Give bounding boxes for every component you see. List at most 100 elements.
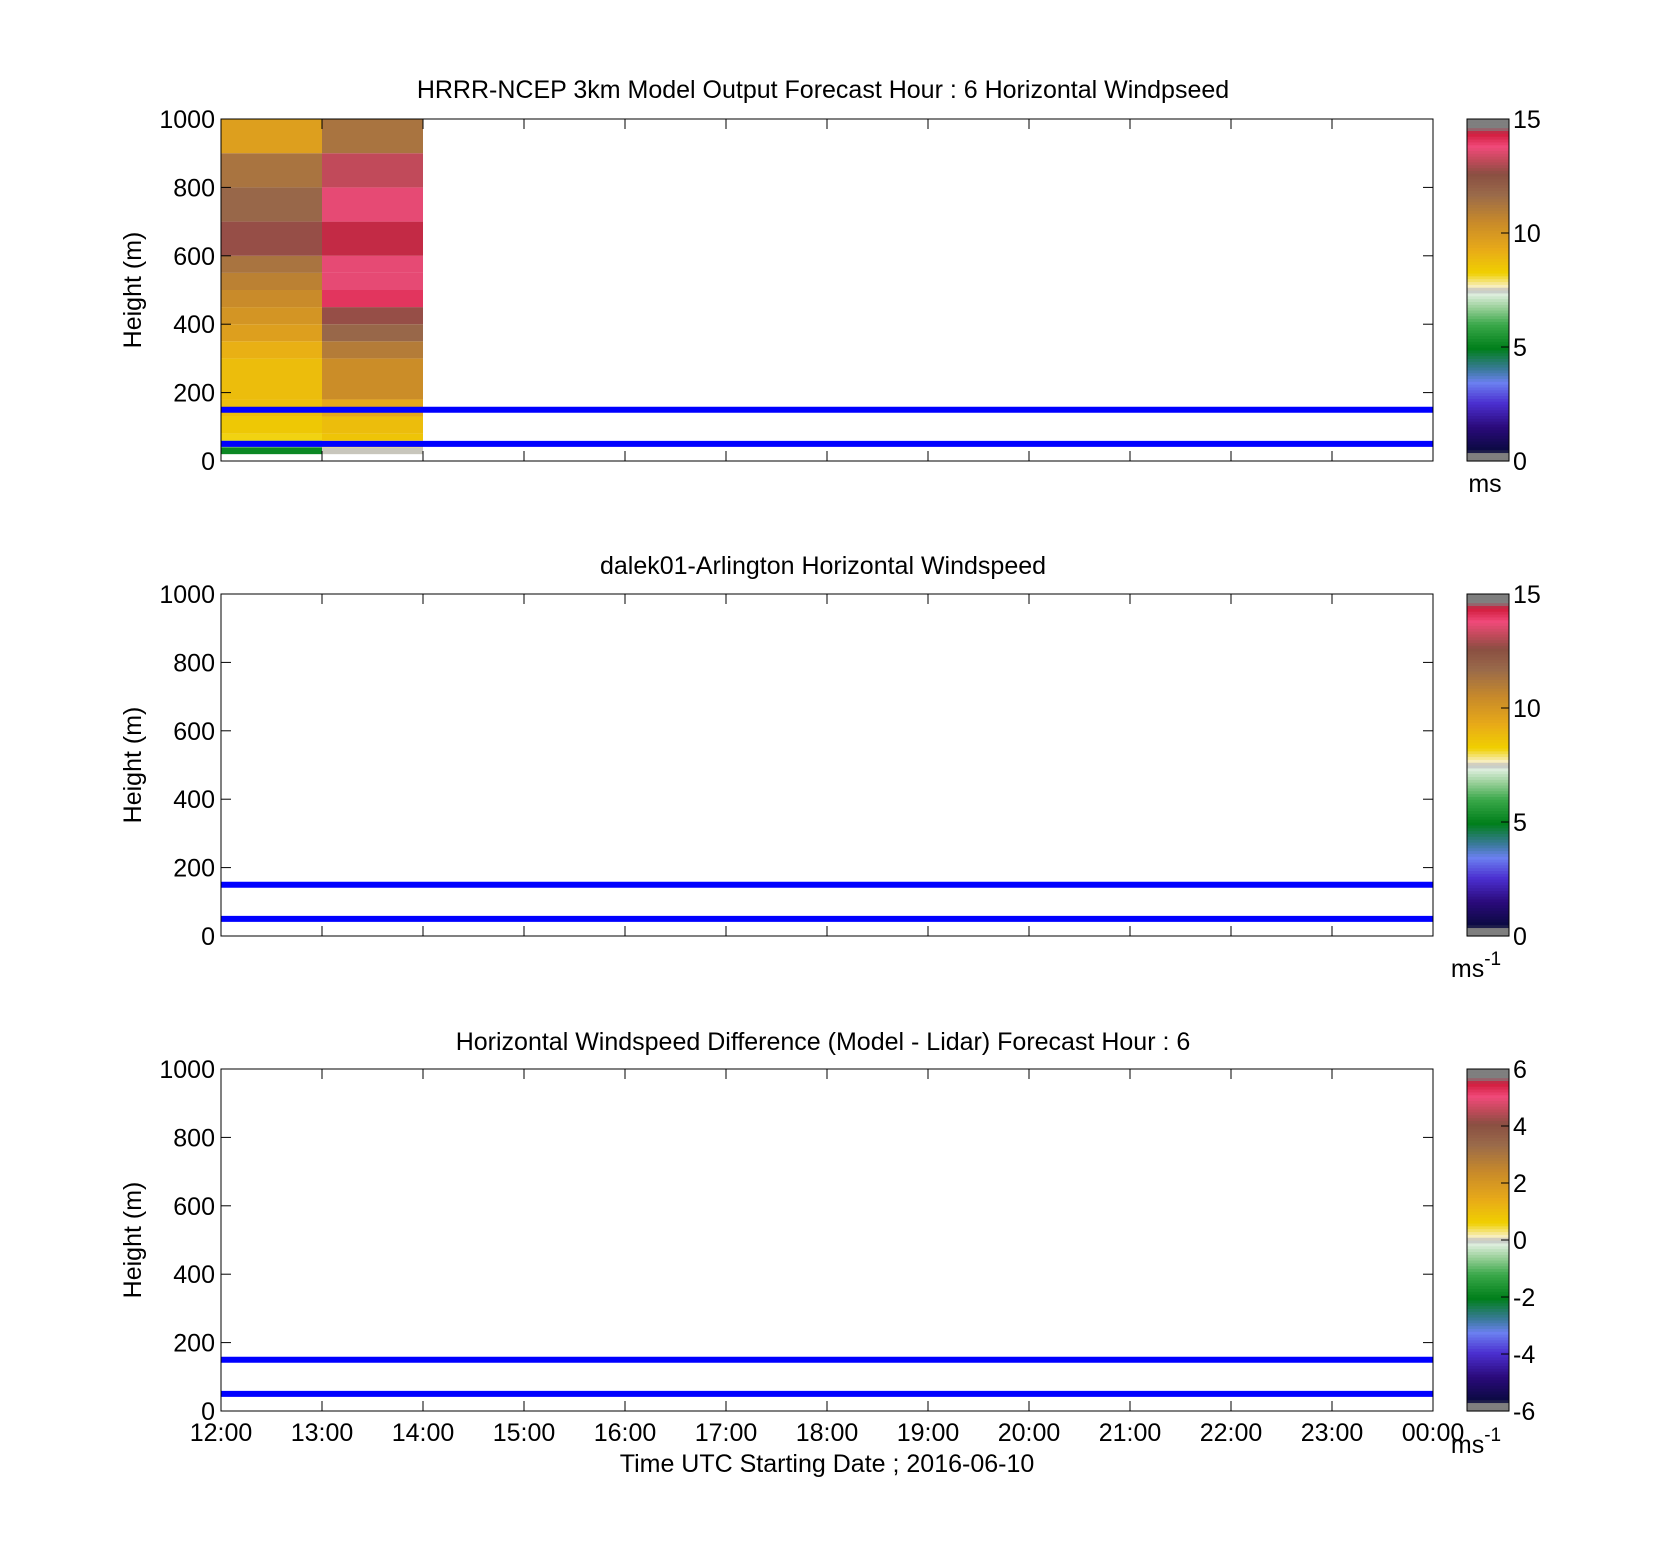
colorbar-swatch [1467,762,1509,766]
colorbar-swatch [1467,1288,1509,1292]
x-tick-label: 21:00 [1099,1419,1162,1447]
heatmap-cell [221,433,322,441]
colorbar-swatch [1467,913,1509,917]
colorbar-swatch [1467,352,1509,357]
figure-xlabel: Time UTC Starting Date ; 2016-06-10 [620,1450,1035,1478]
colorbar-swatch [1467,1251,1509,1255]
heatmap-cell [322,119,423,154]
colorbar-swatch [1467,1368,1509,1372]
panel-difference-colorbar-unit-base: ms [1451,1431,1484,1459]
colorbar-swatch [1467,432,1509,436]
y-tick-label: 600 [173,718,215,746]
colorbar-swatch [1467,1214,1509,1218]
colorbar-swatch [1467,1311,1509,1315]
colorbar-swatch [1467,366,1509,371]
colorbar-swatch [1467,787,1509,792]
colorbar-swatch [1467,255,1509,260]
colorbar-swatch [1467,344,1509,348]
colorbar-swatch [1467,235,1509,240]
heatmap-cell [322,221,423,256]
colorbar-swatch [1467,605,1509,609]
colorbar-tick-label: -4 [1513,1341,1535,1369]
colorbar-swatch [1467,907,1509,911]
colorbar-swatch [1467,856,1509,860]
colorbar-swatch [1467,1088,1509,1093]
heatmap-cell [221,255,322,273]
colorbar-swatch [1467,867,1509,872]
colorbar-swatch [1467,173,1509,177]
colorbar-swatch [1467,144,1509,149]
colorbar-swatch [1467,1157,1509,1161]
colorbar-swatch [1467,702,1509,706]
colorbar-swatch [1467,887,1509,891]
colorbar-swatch [1467,699,1509,703]
heatmap-cell [221,119,322,154]
colorbar-swatch [1467,1331,1509,1335]
colorbar-swatch [1467,776,1509,780]
colorbar-swatch [1467,127,1509,131]
panel-model: HRRR-NCEP 3km Model Output Forecast Hour… [119,76,1541,498]
colorbar-swatch [1467,782,1509,786]
colorbar-swatch [1467,324,1509,328]
colorbar-swatch [1467,1248,1509,1252]
colorbar-swatch [1467,187,1509,191]
colorbar-swatch [1467,870,1509,874]
colorbar-swatch [1467,281,1509,285]
colorbar-swatch [1467,1271,1509,1275]
colorbar-swatch [1467,1285,1509,1290]
colorbar-swatch [1467,659,1509,663]
colorbar-tick-label: 5 [1513,809,1527,837]
heatmap-cell [221,324,322,342]
colorbar-swatch [1467,215,1509,220]
x-tick-label: 18:00 [796,1419,859,1447]
heatmap-cell [322,324,423,342]
colorbar-swatch [1467,158,1509,163]
colorbar-swatch [1467,1245,1509,1250]
colorbar-swatch [1467,178,1509,183]
colorbar-swatch [1467,1202,1509,1207]
colorbar-swatch [1467,136,1509,140]
y-tick-label: 200 [173,380,215,408]
colorbar-swatch [1467,1174,1509,1178]
colorbar-swatch [1467,1334,1509,1338]
x-tick-label: 15:00 [493,1419,556,1447]
colorbar-tick-label: 15 [1513,106,1541,134]
y-tick-label: 0 [201,1398,215,1426]
colorbar-swatch [1467,1391,1509,1395]
colorbar-tick-label: 10 [1513,695,1541,723]
colorbar-swatch [1467,1342,1509,1347]
colorbar-tick-label: 2 [1513,1170,1527,1198]
colorbar-swatch [1467,1208,1509,1213]
colorbar-swatch [1467,429,1509,434]
colorbar-swatch [1467,918,1509,923]
x-tick-label: 13:00 [291,1419,354,1447]
colorbar-swatch [1467,1302,1509,1307]
colorbar-swatch [1467,750,1509,755]
y-tick-label: 200 [173,1330,215,1358]
colorbar-swatch [1467,790,1509,795]
x-tick-label: 22:00 [1200,1419,1263,1447]
colorbar-swatch [1467,793,1509,797]
colorbar-swatch [1467,1197,1509,1201]
colorbar-swatch [1467,816,1509,820]
colorbar-swatch [1467,1371,1509,1375]
colorbar-swatch [1467,1242,1509,1247]
colorbar-swatch [1467,1120,1509,1124]
colorbar-swatch [1467,690,1509,695]
colorbar-swatch [1467,184,1509,188]
colorbar-swatch [1467,648,1509,652]
colorbar-swatch [1467,596,1509,601]
colorbar-swatch [1467,170,1509,174]
colorbar-swatch [1467,233,1509,237]
colorbar-swatch [1467,244,1509,248]
colorbar-swatch [1467,930,1509,934]
panel-model-ylabel: Height (m) [119,232,147,349]
colorbar-swatch [1467,1291,1509,1295]
colorbar-swatch [1467,455,1509,459]
colorbar-swatch [1467,272,1509,277]
colorbar-swatch [1467,904,1509,909]
colorbar-swatch [1467,1220,1509,1224]
colorbar-swatch [1467,347,1509,351]
colorbar-swatch [1467,1348,1509,1352]
colorbar-tick-label: 5 [1513,334,1527,362]
